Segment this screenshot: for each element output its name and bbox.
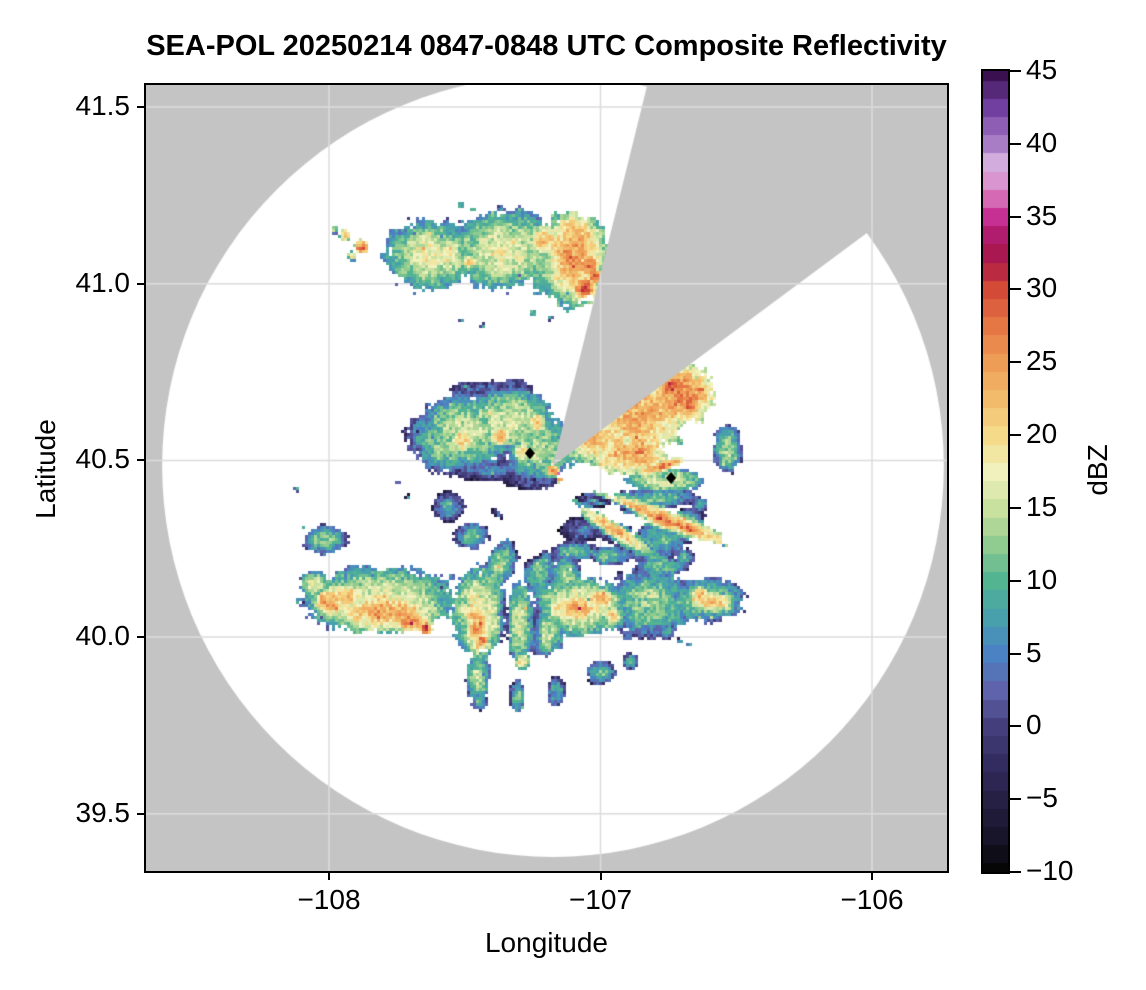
colorbar-tick-label: 25 [1026, 345, 1058, 377]
colorbar-tick [1010, 871, 1021, 873]
colorbar-tick [1010, 434, 1021, 437]
x-tick [871, 873, 873, 880]
colorbar-tick-label: 15 [1026, 490, 1058, 522]
colorbar-tick-label: 30 [1026, 272, 1058, 304]
y-tick-label: 39.5 [75, 796, 131, 828]
colorbar-tick [1010, 361, 1021, 364]
colorbar [981, 69, 1010, 874]
colorbar-tick-label: −10 [1026, 855, 1074, 886]
x-tick-label: −108 [297, 884, 361, 915]
y-tick-label: 40.0 [75, 620, 131, 652]
colorbar-tick [1010, 70, 1021, 72]
y-tick [137, 282, 144, 285]
colorbar-tick-label: 20 [1026, 418, 1058, 450]
x-axis-label: Longitude [484, 927, 608, 958]
y-tick-label: 41.0 [75, 266, 131, 298]
colorbar-tick-label: 0 [1026, 709, 1042, 741]
colorbar-tick [1010, 725, 1021, 728]
colorbar-tick-label: 10 [1026, 563, 1058, 595]
colorbar-tick-label: 35 [1026, 199, 1058, 231]
colorbar-tick [1010, 142, 1021, 145]
x-tick [328, 873, 330, 880]
y-tick-label: 41.5 [75, 90, 131, 121]
chart-title: SEA-POL 20250214 0847-0848 UTC Composite… [146, 30, 947, 62]
y-tick [137, 459, 144, 462]
y-tick [137, 106, 144, 108]
colorbar-tick-label: −5 [1026, 782, 1058, 814]
colorbar-tick [1010, 288, 1021, 291]
colorbar-tick [1010, 215, 1021, 218]
y-tick [137, 636, 144, 639]
y-tick-label: 40.5 [75, 443, 131, 475]
colorbar-tick-label: 5 [1026, 636, 1042, 668]
colorbar-tick [1010, 506, 1021, 509]
x-tick [599, 873, 602, 880]
colorbar-label: dBZ [1082, 444, 1113, 496]
colorbar-tick [1010, 798, 1021, 801]
colorbar-tick-label: 40 [1026, 126, 1058, 158]
y-tick [137, 812, 144, 815]
colorbar-tick [1010, 579, 1021, 582]
colorbar-tick-label: 45 [1026, 54, 1058, 85]
colorbar-tick [1010, 652, 1021, 655]
x-tick-label: −106 [840, 884, 904, 915]
x-tick-label: −107 [568, 884, 633, 915]
reflectivity-map-canvas [144, 83, 949, 873]
